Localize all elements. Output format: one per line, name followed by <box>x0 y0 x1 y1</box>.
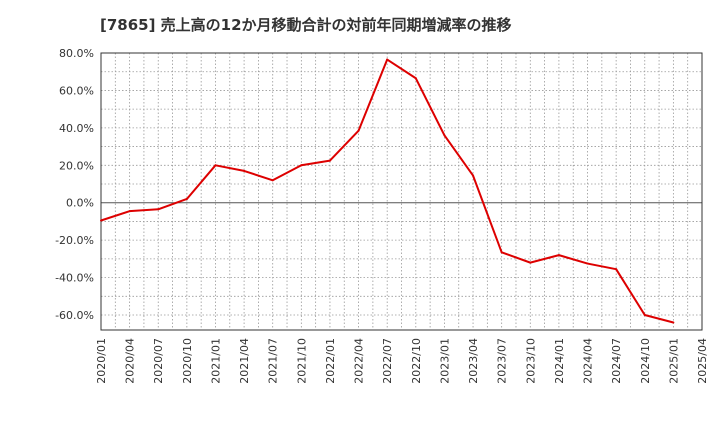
data-point <box>472 174 475 177</box>
x-tick-label: 2023/01 <box>438 338 451 384</box>
data-point <box>214 164 217 167</box>
data-point <box>615 268 618 271</box>
x-tick-label: 2024/10 <box>639 338 652 384</box>
x-tick-label: 2021/07 <box>267 338 280 384</box>
data-point <box>157 208 160 211</box>
x-tick-label: 2020/07 <box>152 338 165 384</box>
grid <box>100 52 703 330</box>
y-tick-label: 0.0% <box>66 197 94 210</box>
data-point <box>386 58 389 61</box>
data-point <box>672 321 675 324</box>
x-tick-label: 2020/10 <box>181 338 194 384</box>
x-tick-label: 2025/04 <box>696 338 709 384</box>
data-point <box>100 219 102 222</box>
x-tick-label: 2024/04 <box>582 338 595 384</box>
data-point <box>586 262 589 265</box>
data-point <box>185 197 188 200</box>
data-point <box>328 159 331 162</box>
data-point <box>414 77 417 80</box>
x-tick-label: 2022/04 <box>353 338 366 384</box>
x-tick-label: 2022/10 <box>410 338 423 384</box>
x-tick-label: 2024/07 <box>610 338 623 384</box>
x-tick-label: 2021/04 <box>238 338 251 384</box>
y-tick-label: 40.0% <box>59 122 94 135</box>
y-tick-label: 20.0% <box>59 159 94 172</box>
data-point <box>557 254 560 257</box>
data-point <box>643 314 646 317</box>
x-tick-label: 2022/07 <box>381 338 394 384</box>
data-point <box>500 251 503 254</box>
data-point <box>271 179 274 182</box>
x-tick-label: 2021/01 <box>209 338 222 384</box>
series <box>100 58 675 324</box>
x-tick-label: 2022/01 <box>324 338 337 384</box>
data-point <box>357 129 360 132</box>
plot-area <box>100 52 703 331</box>
x-tick-label: 2021/10 <box>295 338 308 384</box>
y-tick-label: -40.0% <box>55 272 94 285</box>
x-axis: 2020/01 2020/04 2020/07 2020/10 2021/01 2021/… <box>95 338 709 384</box>
x-tick-label: 2020/01 <box>95 338 108 384</box>
data-point <box>443 134 446 137</box>
x-tick-label: 2023/07 <box>496 338 509 384</box>
chart-title: [7865] 売上高の12か月移動合計の対前年同期増減率の推移 <box>100 16 512 34</box>
data-point <box>300 164 303 167</box>
y-tick-label: 60.0% <box>59 84 94 97</box>
x-tick-label: 2024/01 <box>553 338 566 384</box>
x-tick-label: 2023/10 <box>524 338 537 384</box>
data-point <box>243 169 246 172</box>
x-tick-label: 2025/01 <box>667 338 680 384</box>
data-point <box>529 261 532 264</box>
y-tick-label: -60.0% <box>55 309 94 322</box>
y-tick-label: -20.0% <box>55 234 94 247</box>
y-tick-label: 80.0% <box>59 47 94 60</box>
y-axis: 80.0% 60.0% 40.0% 20.0% 0.0% -20.0% -40.0% -60.… <box>55 47 94 322</box>
x-tick-label: 2020/04 <box>124 338 137 384</box>
x-tick-label: 2023/04 <box>467 338 480 384</box>
data-point <box>128 210 131 213</box>
